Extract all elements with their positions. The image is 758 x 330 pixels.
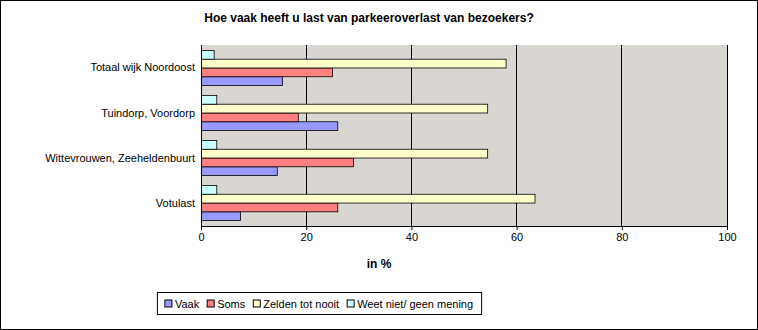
grid-line: [201, 45, 202, 226]
bar: [201, 50, 214, 59]
tick-mark: [727, 226, 728, 230]
bar: [201, 158, 354, 167]
grid-line: [727, 45, 728, 226]
tick: Votulast: [156, 197, 201, 209]
series: [201, 68, 354, 212]
bar: [201, 77, 283, 86]
bar: [201, 68, 333, 77]
legend-item: Soms: [207, 298, 246, 310]
plot: 0 20 40 60 80 100 Totaal wijk Noordoost Tuindor…: [45, 45, 736, 243]
tick: 60: [511, 226, 523, 243]
bar: [201, 185, 217, 194]
legend-frame: [157, 293, 481, 315]
series: [201, 59, 535, 203]
tick-mark: [411, 226, 412, 230]
tick: Tuindorp, Voordorp: [101, 107, 201, 119]
legend-swatch: [347, 300, 354, 307]
bar: [201, 140, 217, 149]
bar: [201, 212, 240, 221]
tick-label: Tuindorp, Voordorp: [101, 107, 195, 119]
bar: [201, 113, 298, 122]
title: Hoe vaak heeft u last van parkeeroverlas…: [204, 11, 534, 25]
tick-label: 80: [616, 231, 628, 243]
legend-label: Soms: [217, 298, 246, 310]
legend-item: Vaak: [165, 298, 200, 310]
bar: [201, 122, 338, 131]
bar: [201, 149, 488, 158]
bars: [201, 50, 535, 220]
bar: [201, 95, 217, 104]
bar: [201, 59, 506, 68]
tick: 80: [616, 226, 628, 243]
tick-mark: [622, 226, 623, 230]
x-axis-title: in %: [367, 257, 392, 271]
tick-mark: [201, 226, 202, 230]
tick-label: Totaal wijk Noordoost: [90, 61, 195, 73]
tick-label: 20: [301, 231, 313, 243]
tick-label: 60: [511, 231, 523, 243]
legend: Vaak Soms Zelden tot nooit Weet niet/ geen …: [157, 293, 481, 315]
legend-label: Zelden tot nooit: [263, 298, 339, 310]
y-axis-line: [201, 46, 202, 227]
tick: 40: [406, 226, 418, 243]
tick: Totaal wijk Noordoost: [90, 61, 201, 73]
legend-label: Vaak: [175, 298, 200, 310]
x-axis: 0 20 40 60 80 100: [198, 226, 736, 243]
tick-label: 40: [406, 231, 418, 243]
x-axis-line: [202, 227, 728, 231]
legend-swatch: [165, 300, 172, 307]
legend-item: Zelden tot nooit: [253, 298, 339, 310]
chart-frame: [1, 1, 758, 330]
bar: [201, 104, 488, 113]
bar: [201, 203, 338, 212]
tick-label: 0: [198, 231, 204, 243]
tick: 0: [198, 226, 204, 243]
chart: Hoe vaak heeft u last van parkeeroverlas…: [0, 0, 758, 330]
grid-line: [621, 45, 622, 226]
tick-mark: [517, 226, 518, 230]
tick-label: 100: [718, 231, 736, 243]
grid: [201, 45, 727, 226]
tick: Wittevrouwen, Zeeheldenbuurt: [45, 152, 201, 164]
bar: [201, 194, 535, 203]
tick-mark: [306, 226, 307, 230]
bar: [201, 167, 277, 176]
tick: 20: [301, 226, 313, 243]
y-axis: Totaal wijk Noordoost Tuindorp, Voordorp W…: [45, 46, 201, 227]
legend-label: Weet niet/ geen mening: [357, 298, 473, 310]
legend-swatch: [207, 300, 214, 307]
plot-background: [201, 45, 727, 226]
legend-item: Weet niet/ geen mening: [347, 298, 473, 310]
tick: 100: [718, 226, 736, 243]
legend-swatch: [253, 300, 260, 307]
tick-label: Wittevrouwen, Zeeheldenbuurt: [45, 152, 195, 164]
series: [201, 50, 217, 194]
tick-label: Votulast: [156, 197, 195, 209]
